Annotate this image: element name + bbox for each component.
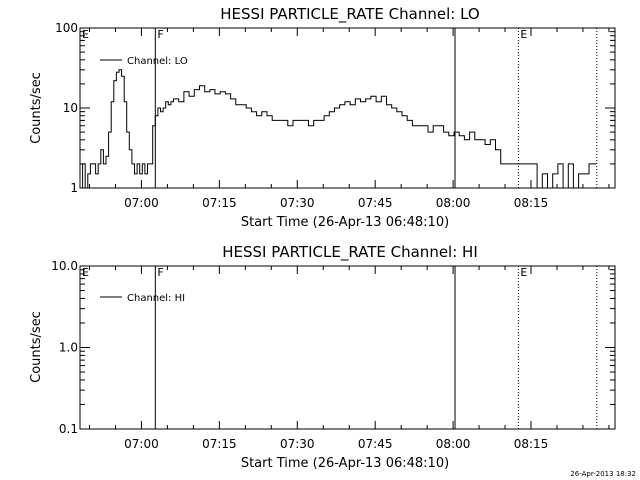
lo-legend-label: Channel: LO xyxy=(127,56,188,67)
lo-y-tick-label: 100 xyxy=(55,21,78,35)
hi-y-tick-label: 0.1 xyxy=(59,422,78,436)
lo-x-tick-label: 08:00 xyxy=(436,196,471,210)
lo-y-ticks: 1 10 100 xyxy=(55,21,615,195)
hi-y-tick-label: 1.0 xyxy=(59,341,78,355)
lo-y-tick-label: 10 xyxy=(63,101,78,115)
lo-x-tick-label: 07:30 xyxy=(280,196,315,210)
lo-x-tick-label: 07:15 xyxy=(202,196,237,210)
lo-x-tick-label: 07:00 xyxy=(124,196,159,210)
hi-y-tick-label: 10.0 xyxy=(51,259,78,273)
lo-panel: HESSI PARTICLE_RATE Channel: LO 1 10 100 0… xyxy=(29,5,616,230)
hi-panel: HESSI PARTICLE_RATE Channel: HI 0.1 1.0 10… xyxy=(29,243,616,471)
lo-x-tick-label: 08:15 xyxy=(514,196,549,210)
lo-series-line xyxy=(80,69,597,189)
hi-x-tick-label: 07:45 xyxy=(358,437,393,451)
lo-x-ticks: 07:00 07:15 07:30 07:45 08:00 08:15 xyxy=(89,28,610,210)
lo-annotation-label: E xyxy=(82,28,89,41)
hi-x-tick-label: 07:00 xyxy=(124,437,159,451)
hi-chart-title: HESSI PARTICLE_RATE Channel: HI xyxy=(222,243,478,262)
hi-y-ticks: 0.1 1.0 10.0 xyxy=(51,259,615,436)
hi-x-axis-label: Start Time (26-Apr-13 06:48:10) xyxy=(241,456,449,471)
lo-chart-title: HESSI PARTICLE_RATE Channel: LO xyxy=(220,5,479,24)
hi-x-ticks: 07:00 07:15 07:30 07:45 08:00 08:15 xyxy=(89,266,610,451)
hi-plot-frame xyxy=(79,265,616,430)
lo-annotation-label: F xyxy=(157,28,163,41)
hi-x-tick-label: 08:00 xyxy=(436,437,471,451)
lo-annotation-label: E xyxy=(520,28,527,41)
hi-x-tick-label: 07:30 xyxy=(280,437,315,451)
hi-x-tick-label: 08:15 xyxy=(514,437,549,451)
hi-legend-label: Channel: HI xyxy=(127,293,185,304)
hi-annotation-label: E xyxy=(82,266,89,279)
hi-x-tick-label: 07:15 xyxy=(202,437,237,451)
lo-y-tick-label: 1 xyxy=(70,181,78,195)
footer-timestamp: 26-Apr-2013 18:32 xyxy=(570,470,636,478)
lo-x-tick-label: 07:45 xyxy=(358,196,393,210)
lo-y-axis-label: Counts/sec xyxy=(29,72,44,144)
hi-annotation-label: E xyxy=(520,266,527,279)
lo-x-axis-label: Start Time (26-Apr-13 06:48:10) xyxy=(241,215,449,230)
hi-annotation-label: F xyxy=(157,266,163,279)
hi-y-axis-label: Counts/sec xyxy=(29,311,44,383)
